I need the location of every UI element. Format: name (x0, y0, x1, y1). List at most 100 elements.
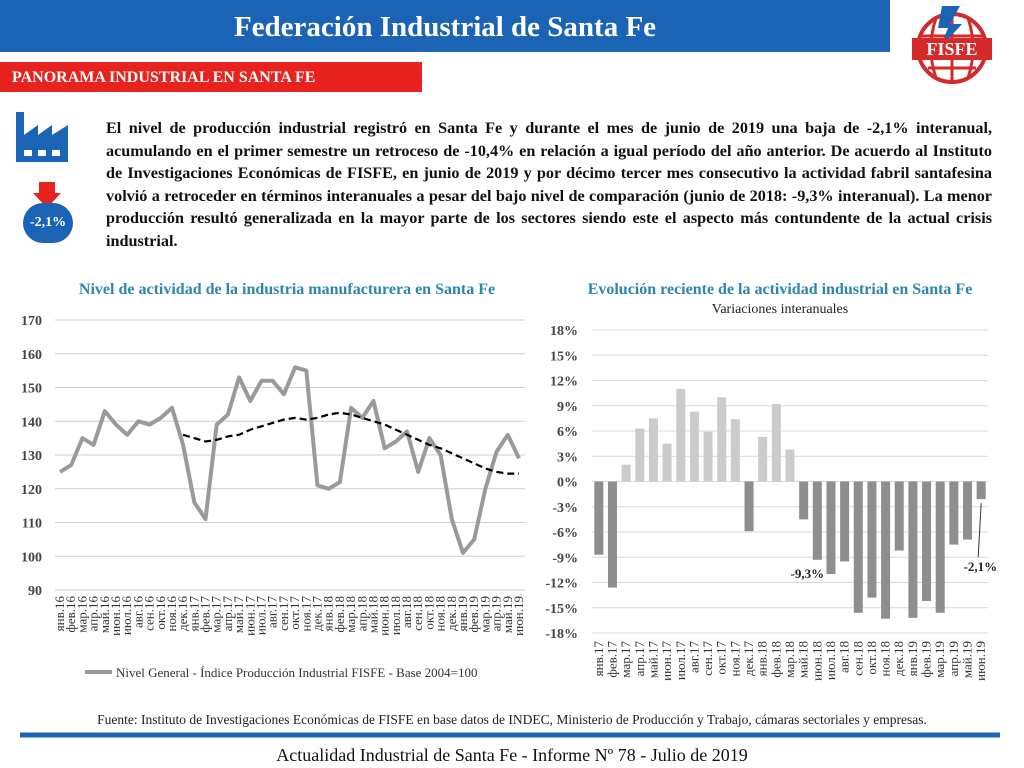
x-tick-label: июл.18 (388, 596, 403, 635)
x-tick-label: май.18 (796, 641, 811, 678)
bar (621, 464, 631, 482)
x-tick-label: июн.18 (809, 641, 824, 681)
y-tick-label: 160 (21, 348, 42, 363)
x-tick-label: ноя.17 (727, 641, 742, 677)
x-tick-label: май.19 (960, 641, 975, 678)
x-tick-label: май.16 (97, 596, 112, 634)
x-tick-label: фев.16 (63, 596, 78, 633)
x-tick-label: янв.19 (905, 641, 920, 676)
bar (648, 418, 658, 482)
y-tick-label: 12% (550, 375, 578, 390)
x-tick-label: фев.18 (332, 596, 347, 633)
x-tick-label: апр.19 (946, 641, 961, 676)
y-tick-label: -6% (552, 526, 578, 541)
value-label: -9,3% (791, 566, 825, 581)
y-tick-label: -3% (552, 501, 578, 516)
x-tick-label: фев.17 (198, 596, 213, 633)
x-tick-label: май.19 (500, 596, 515, 633)
x-tick-label: окт.18 (421, 596, 436, 630)
x-tick-label: сен.16 (142, 596, 157, 631)
x-tick-label: фев.19 (919, 641, 934, 678)
x-tick-label: дек.18 (444, 596, 459, 631)
x-tick-label: дек.18 (891, 641, 906, 676)
y-tick-label: -9% (552, 551, 578, 566)
x-tick-label: окт.17 (714, 641, 729, 675)
x-tick-label: май.18 (365, 596, 380, 633)
x-tick-label: июл.16 (119, 596, 134, 636)
bar (826, 481, 836, 575)
y-tick-label: 15% (550, 349, 578, 364)
section-title: PANORAMA INDUSTRIAL EN SANTA FE (0, 62, 422, 92)
x-tick-label: май.17 (645, 641, 660, 679)
chart-title: Evolución reciente de la actividad indus… (588, 281, 973, 298)
source: Fuente: Instituto de Investigaciones Eco… (97, 712, 927, 727)
x-tick-label: дек.17 (741, 641, 756, 676)
x-tick-label: янв.17 (591, 641, 606, 677)
bar (594, 481, 604, 555)
y-tick-label: 130 (21, 449, 42, 464)
line-series (182, 411, 519, 475)
logo: FISFE (912, 6, 992, 84)
x-tick-label: ноя.18 (878, 641, 893, 676)
x-tick-label: апр.18 (354, 596, 369, 631)
leader-line (977, 503, 982, 558)
badge: -2,1% (23, 203, 73, 243)
x-tick-label: авг.18 (837, 641, 852, 673)
x-tick-label: дек.17 (309, 596, 324, 631)
y-tick-label: 0% (557, 476, 578, 491)
bar (662, 443, 672, 482)
x-tick-label: янв.17 (186, 596, 201, 632)
x-tick-label: июл.18 (823, 641, 838, 680)
bar (867, 481, 877, 598)
x-tick-label: апр.16 (86, 596, 101, 632)
factory-icon (16, 112, 68, 162)
bar (840, 481, 850, 562)
x-tick-label: мар.19 (477, 596, 492, 633)
bar (607, 481, 617, 588)
y-tick-label: -12% (545, 577, 578, 592)
bar (635, 428, 645, 482)
y-tick-label: 140 (21, 415, 42, 430)
x-tick-label: авг.17 (265, 596, 280, 629)
x-tick-label: мар.17 (209, 596, 224, 633)
x-tick-label: июн.16 (108, 596, 123, 636)
bar (676, 388, 686, 482)
x-tick-label: июн.19 (511, 596, 526, 636)
x-tick-label: ноя.18 (433, 596, 448, 631)
down-arrow (33, 182, 61, 208)
x-tick-label: сен.18 (850, 641, 865, 676)
y-tick-label: 150 (21, 382, 42, 397)
value-label: -2,1% (964, 559, 998, 574)
bar (894, 481, 904, 551)
x-tick-label: янв.18 (321, 596, 336, 631)
x-tick-label: авг.18 (399, 596, 414, 628)
logo-text: FISFE (926, 39, 977, 59)
bar (963, 481, 973, 540)
x-tick-label: июл.17 (673, 641, 688, 681)
bar (922, 481, 932, 602)
header-title: Federación Industrial de Santa Fe (0, 0, 890, 52)
bar (744, 481, 754, 532)
bar (689, 411, 699, 482)
x-tick-label: июл.17 (254, 596, 269, 636)
bar (771, 404, 781, 482)
x-tick-label: апр.17 (220, 596, 235, 632)
x-tick-label: фев.17 (604, 641, 619, 678)
bar (799, 481, 809, 520)
x-tick-label: фев.19 (466, 596, 481, 633)
x-tick-label: янв.16 (52, 596, 67, 632)
bar (730, 419, 740, 482)
bar (758, 436, 768, 482)
bar (717, 397, 727, 482)
x-tick-label: мар.16 (74, 596, 89, 633)
x-tick-label: ноя.17 (298, 596, 313, 632)
x-tick-label: окт.16 (153, 596, 168, 630)
y-tick-label: 120 (21, 483, 42, 498)
bar (908, 481, 918, 618)
chart-title: Nivel de actividad de la industria manuf… (79, 281, 495, 298)
x-tick-label: дек.16 (175, 596, 190, 631)
x-tick-label: янв.19 (455, 596, 470, 631)
y-tick-label: 100 (21, 550, 42, 565)
footer: Actualidad Industrial de Santa Fe - Info… (276, 745, 748, 765)
x-tick-label: окт.18 (864, 641, 879, 675)
